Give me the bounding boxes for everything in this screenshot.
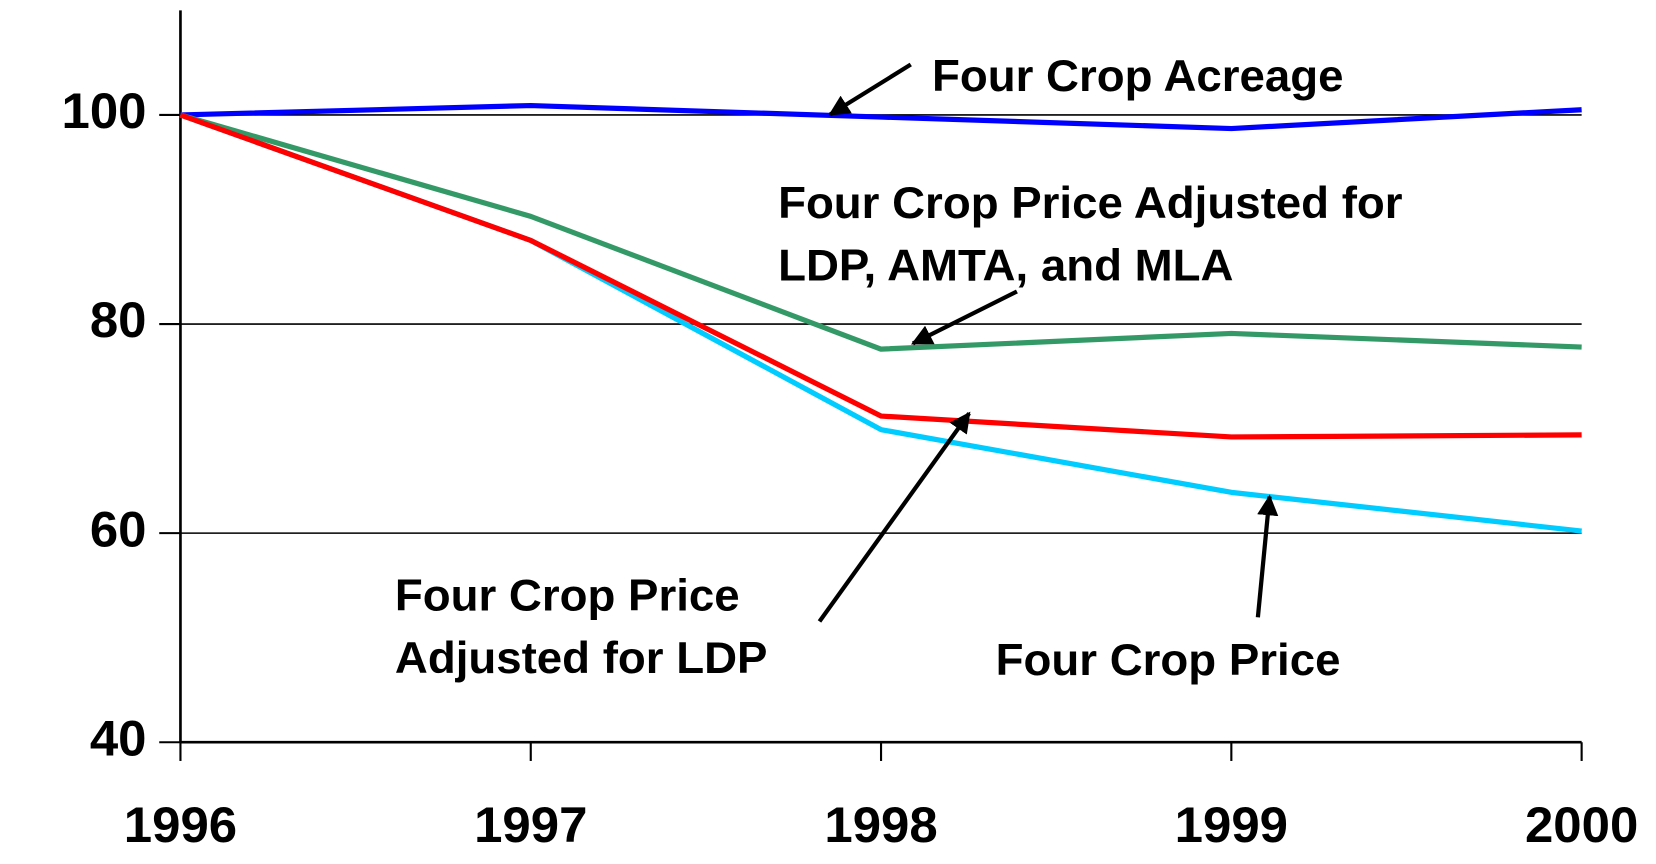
annotation: Four Crop Acreage — [932, 50, 1344, 101]
y-tick-label: 80 — [90, 292, 147, 348]
annotation-arrow — [828, 62, 912, 117]
x-tick-label: 1999 — [1175, 796, 1288, 852]
y-tick-label: 40 — [90, 710, 147, 766]
series-line — [179, 112, 1582, 440]
x-tick-label: 1998 — [824, 796, 937, 852]
annotation: Four Crop Price — [395, 570, 740, 621]
plot: 40 60 80 100 1996 1997 1998 1999 2000 Four Crop A… — [61, 10, 1638, 853]
y-tick-label: 60 — [90, 501, 147, 557]
annotation-arrow — [910, 289, 1018, 346]
series-line — [180, 102, 1582, 132]
annotation: LDP, AMTA, and MLA — [778, 240, 1233, 291]
annotation: Four Crop Price Adjusted for — [778, 177, 1402, 228]
x-tick-label: 2000 — [1525, 796, 1638, 852]
series-line — [179, 112, 1582, 352]
x-tick-label: 1996 — [124, 796, 237, 852]
annotation: Four Crop Price — [996, 634, 1341, 685]
annotation-arrow — [817, 411, 971, 623]
annotation-arrow — [1255, 494, 1279, 618]
y-tick-label: 100 — [61, 83, 146, 139]
annotation: Adjusted for LDP — [395, 632, 768, 683]
x-tick-label: 1997 — [474, 796, 587, 852]
